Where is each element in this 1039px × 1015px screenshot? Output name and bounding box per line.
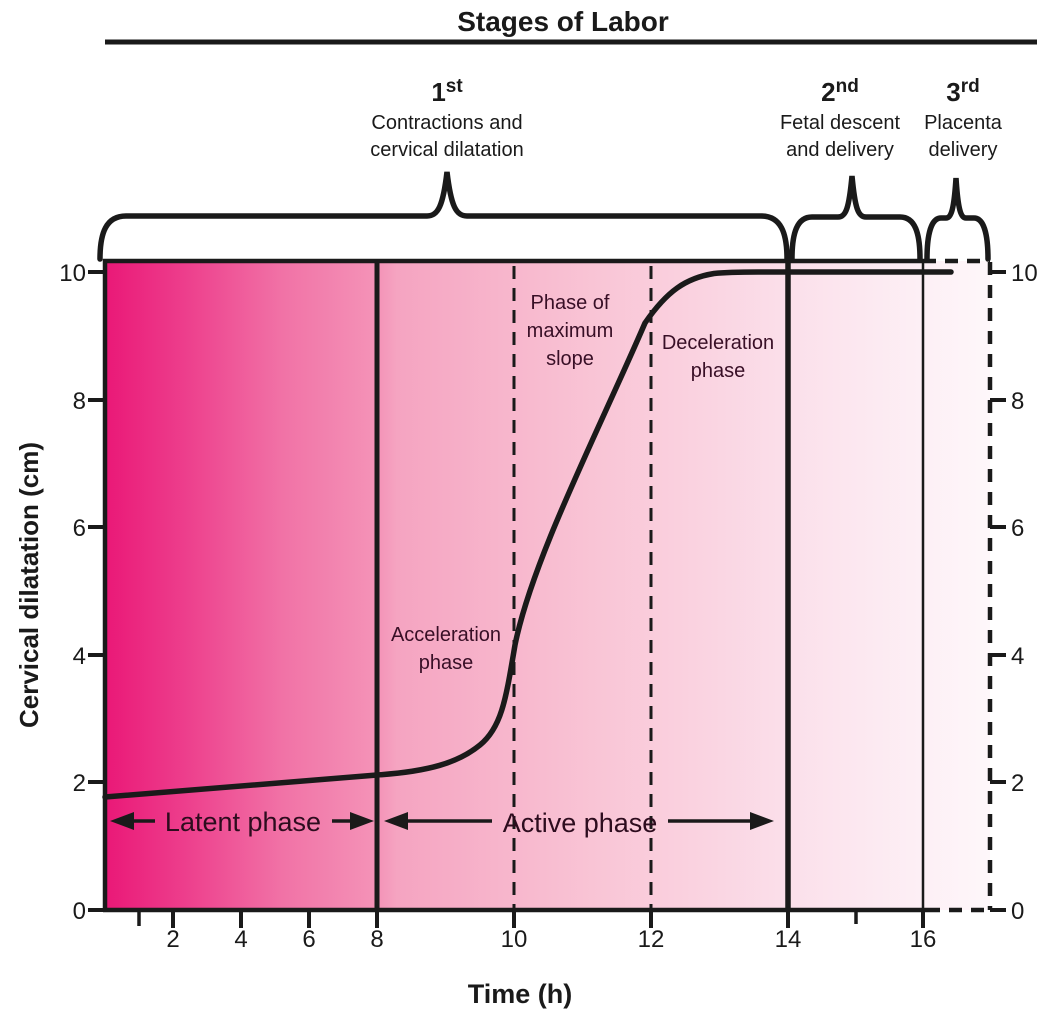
stage3-ordinal-number: 3 <box>946 77 960 107</box>
active-arrow-right-head-icon <box>750 812 774 830</box>
y-left-label-4: 4 <box>73 643 86 670</box>
y-right-label-4: 4 <box>1011 643 1024 670</box>
stage3-description-line1: Placenta <box>924 112 1003 134</box>
stage3-ordinal: 3rd <box>946 76 979 107</box>
stage2-description-line1: Fetal descent <box>780 112 901 134</box>
latent-phase-label: Latent phase <box>165 807 321 837</box>
active-arrow-left-head-icon <box>384 812 408 830</box>
x-label-8: 8 <box>370 926 383 953</box>
active-phase-label: Active phase <box>503 808 658 838</box>
y-right-label-0: 0 <box>1011 898 1024 925</box>
stage1-ordinal-number: 1 <box>431 77 445 107</box>
max-slope-label-line3: slope <box>546 348 594 370</box>
stage1-ordinal-suffix: st <box>446 76 464 97</box>
acceleration-label-line1: Acceleration <box>391 624 501 646</box>
max-slope-label-line1: Phase of <box>531 292 610 314</box>
x-label-16: 16 <box>910 926 937 953</box>
stage1-description-line1: Contractions and <box>371 112 522 134</box>
latent-arrow-left-head-icon <box>110 812 134 830</box>
y-left-label-2: 2 <box>73 770 86 797</box>
y-right-label-8: 8 <box>1011 388 1024 415</box>
x-axis-title: Time (h) <box>468 979 573 1009</box>
y-axis-title: Cervical dilatation (cm) <box>14 442 44 728</box>
dilatation-curve <box>102 269 954 800</box>
y-left-label-8: 8 <box>73 388 86 415</box>
x-label-10: 10 <box>501 926 528 953</box>
y-left-label-0: 0 <box>73 898 86 925</box>
stage2-brace <box>789 175 923 262</box>
y-left-label-6: 6 <box>73 515 86 542</box>
x-label-4: 4 <box>234 926 247 953</box>
stage1-ordinal: 1st <box>431 76 463 107</box>
max-slope-label-line2: maximum <box>527 320 614 342</box>
stage2-ordinal: 2nd <box>821 76 859 107</box>
y-right-label-10: 10 <box>1011 260 1038 287</box>
x-label-6: 6 <box>302 926 315 953</box>
y-right-label-2: 2 <box>1011 770 1024 797</box>
y-right-label-6: 6 <box>1011 515 1024 542</box>
stage1-brace <box>97 171 790 262</box>
x-label-2: 2 <box>166 926 179 953</box>
x-label-12: 12 <box>638 926 665 953</box>
stage3-brace <box>924 177 991 262</box>
stage3-description-line2: delivery <box>929 139 998 161</box>
deceleration-label-line1: Deceleration <box>662 332 774 354</box>
stage1-description-line2: cervical dilatation <box>370 139 523 161</box>
x-label-14: 14 <box>775 926 802 953</box>
stage3-ordinal-suffix: rd <box>961 76 980 97</box>
plot-gradient-background <box>105 261 990 910</box>
stage2-ordinal-suffix: nd <box>836 76 859 97</box>
latent-arrow-right-head-icon <box>350 812 374 830</box>
y-left-label-10: 10 <box>59 260 86 287</box>
deceleration-label-line2: phase <box>691 360 746 382</box>
stage2-description-line2: and delivery <box>786 139 894 161</box>
acceleration-label-line2: phase <box>419 652 474 674</box>
stage2-ordinal-number: 2 <box>821 77 835 107</box>
figure-title: Stages of Labor <box>457 6 669 37</box>
